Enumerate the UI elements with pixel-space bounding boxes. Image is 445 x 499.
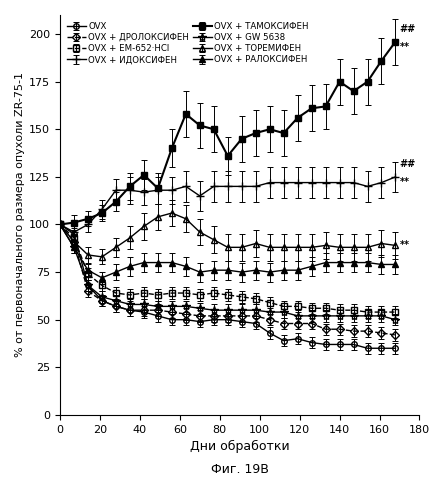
Text: ##: ## [400,24,416,34]
Text: **: ** [400,177,409,187]
Text: **: ** [400,241,409,250]
Y-axis label: % от первоначального размера опухоли ZR-75-1: % от первоначального размера опухоли ZR-… [15,72,25,357]
Text: Фиг. 19В: Фиг. 19В [211,463,269,476]
Text: ##: ## [400,159,416,169]
Text: **: ** [400,41,409,52]
X-axis label: Дни обработки: Дни обработки [190,440,290,453]
Legend: OVX, OVX + ДРОЛОКСИФЕН, OVX + EM-652·HCl, OVX + ИДОКСИФЕН, OVX + ТАМОКСИФЕН, OVX: OVX, OVX + ДРОЛОКСИФЕН, OVX + EM-652·HCl… [65,19,311,67]
